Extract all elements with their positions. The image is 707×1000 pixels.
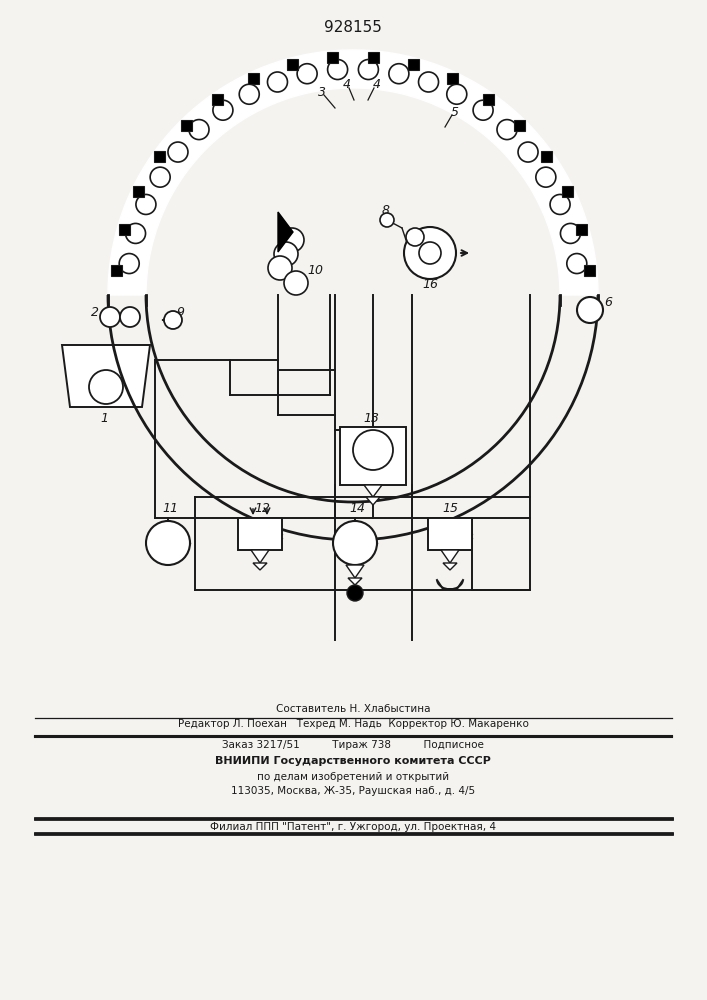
Bar [119,224,129,235]
Bar [368,52,379,63]
Text: 10: 10 [307,263,323,276]
Circle shape [274,242,298,266]
Polygon shape [348,578,362,585]
Circle shape [406,228,424,246]
Polygon shape [62,345,150,407]
Bar [576,224,588,235]
Bar [133,186,144,197]
Bar [409,59,419,70]
Circle shape [380,213,394,227]
Circle shape [297,64,317,84]
Text: 15: 15 [442,502,458,516]
Text: 928155: 928155 [324,20,382,35]
Circle shape [419,242,441,264]
Circle shape [213,100,233,120]
Circle shape [280,228,304,252]
Circle shape [404,227,456,279]
Circle shape [327,60,348,80]
Polygon shape [346,565,364,578]
Circle shape [536,167,556,187]
Text: 3: 3 [318,86,326,99]
Circle shape [577,297,603,323]
Text: Заказ 3217/51          Тираж 738          Подписное: Заказ 3217/51 Тираж 738 Подписное [222,740,484,750]
Bar [428,518,472,550]
Bar [447,73,458,84]
Circle shape [189,120,209,140]
Circle shape [447,84,467,104]
Polygon shape [253,563,267,570]
Text: 2: 2 [91,306,99,320]
Circle shape [419,72,438,92]
Text: 7: 7 [418,245,426,258]
Circle shape [119,254,139,274]
Text: 113035, Москва, Ж-35, Раушская наб., д. 4/5: 113035, Москва, Ж-35, Раушская наб., д. … [231,786,475,796]
Bar [340,427,406,485]
Circle shape [89,370,123,404]
Text: Филиал ППП "Патент", г. Ужгород, ул. Проектная, 4: Филиал ППП "Патент", г. Ужгород, ул. Про… [210,822,496,832]
Bar [514,120,525,131]
Circle shape [268,256,292,280]
Polygon shape [278,212,293,252]
Circle shape [126,223,146,243]
Text: Редактор Л. Поехан   Техред М. Надь  Корректор Ю. Макаренко: Редактор Л. Поехан Техред М. Надь Коррек… [177,719,528,729]
Circle shape [284,271,308,295]
Polygon shape [251,550,269,563]
Bar [327,52,338,63]
Circle shape [136,194,156,214]
Circle shape [473,100,493,120]
Circle shape [389,64,409,84]
Polygon shape [108,50,598,295]
Circle shape [146,521,190,565]
Circle shape [353,430,393,470]
Circle shape [518,142,538,162]
Text: 13: 13 [363,412,379,426]
Text: 4: 4 [343,78,351,91]
Text: 16: 16 [422,278,438,292]
Bar [562,186,573,197]
Circle shape [120,307,140,327]
Bar [154,151,165,162]
Text: Составитель Н. Хлабыстина: Составитель Н. Хлабыстина [276,704,431,714]
Circle shape [497,120,517,140]
Polygon shape [366,497,380,505]
Bar [286,59,298,70]
Bar [541,151,552,162]
Circle shape [550,194,570,214]
Circle shape [239,84,259,104]
Text: 9: 9 [176,306,184,320]
Circle shape [100,307,120,327]
Bar [248,73,259,84]
Circle shape [347,585,363,601]
Text: 12: 12 [254,502,270,516]
Circle shape [358,60,378,80]
Polygon shape [441,550,459,563]
Text: по делам изобретений и открытий: по делам изобретений и открытий [257,772,449,782]
Circle shape [164,311,182,329]
Bar [483,94,493,105]
Text: ВНИИПИ Государственного комитета СССР: ВНИИПИ Государственного комитета СССР [215,756,491,766]
Text: 6: 6 [604,296,612,310]
Circle shape [267,72,288,92]
Bar [584,265,595,276]
Text: 1: 1 [100,412,108,426]
Bar [238,518,282,550]
Text: 11: 11 [162,502,178,516]
Circle shape [333,521,377,565]
Circle shape [567,254,587,274]
Text: 5: 5 [451,105,459,118]
Circle shape [168,142,188,162]
Bar [111,265,122,276]
Bar [181,120,192,131]
Text: 8: 8 [382,205,390,218]
Polygon shape [443,563,457,570]
Text: 14: 14 [349,502,365,516]
Circle shape [561,223,580,243]
Text: 4: 4 [373,78,381,91]
Circle shape [150,167,170,187]
Bar [212,94,223,105]
Polygon shape [364,485,382,497]
